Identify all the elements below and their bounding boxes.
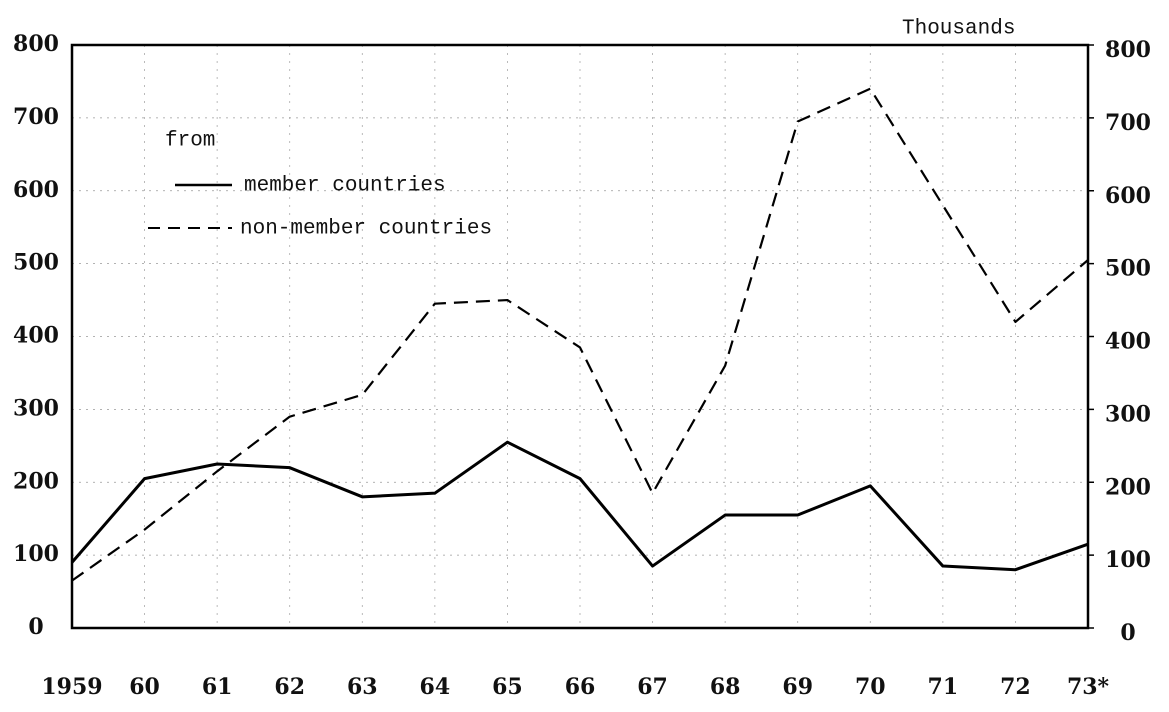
x-tick-label: 66	[565, 674, 596, 700]
y-tick-label: 500	[13, 250, 59, 276]
y2-axis-label: Thousands	[902, 18, 1015, 41]
legend-title: from	[165, 130, 215, 153]
x-tick-label: 1959	[41, 674, 102, 700]
x-tick-label: 73*	[1067, 674, 1110, 700]
y-tick-label: 400	[13, 323, 59, 349]
y-tick-label: 800	[13, 31, 59, 57]
series-line	[71, 87, 1089, 582]
series-line	[70, 440, 1089, 572]
x-tick-label: 60	[129, 674, 160, 700]
y2-tick-label: 800	[1105, 37, 1151, 63]
x-tick-label: 61	[202, 674, 233, 700]
y2-tick-label: 700	[1105, 110, 1151, 136]
y2-tick-label: 100	[1105, 547, 1151, 573]
y-tick-label: 0	[28, 614, 43, 640]
y-tick-label: 300	[13, 395, 59, 421]
x-tick-label: 67	[637, 674, 668, 700]
plot-frame	[70, 43, 1090, 630]
y2-tick-label: 600	[1105, 183, 1151, 209]
y-tick-label: 700	[13, 104, 59, 130]
y2-tick-label: 300	[1105, 401, 1151, 427]
x-tick-label: 65	[492, 674, 523, 700]
x-tick-label: 63	[347, 674, 378, 700]
x-tick-label: 69	[782, 674, 813, 700]
x-tick-label: 62	[274, 674, 305, 700]
y-tick-label: 100	[13, 541, 59, 567]
x-tick-label: 72	[1000, 674, 1031, 700]
y2-tick-label: 200	[1105, 474, 1151, 500]
y2-tick-label: 0	[1120, 620, 1135, 646]
y-tick-label: 600	[13, 177, 59, 203]
y2-tick-label: 400	[1105, 329, 1151, 355]
y2-tick-label: 500	[1105, 256, 1151, 282]
y-tick-label: 200	[13, 468, 59, 494]
x-tick-label: 68	[710, 674, 741, 700]
x-tick-label: 71	[928, 674, 959, 700]
legend-label: member countries	[244, 175, 446, 198]
x-tick-label: 64	[420, 674, 451, 700]
x-tick-label: 70	[855, 674, 886, 700]
legend-label: non-member countries	[240, 218, 492, 241]
